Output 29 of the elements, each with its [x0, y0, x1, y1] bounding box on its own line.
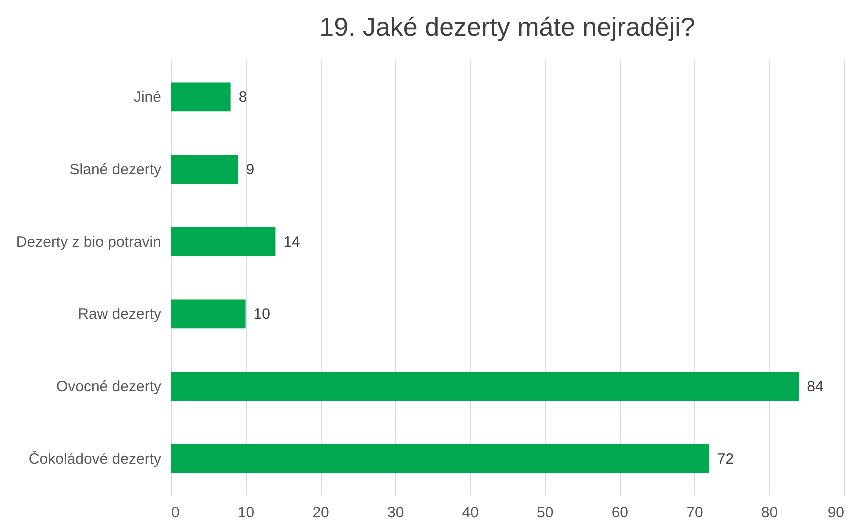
bar	[171, 155, 238, 184]
x-tick-label: 60	[612, 504, 629, 522]
data-label: 72	[717, 450, 734, 468]
x-tick-label: 0	[172, 504, 180, 522]
y-tick-label: Čokoládové dezerty	[28, 450, 162, 468]
data-label: 14	[284, 234, 300, 251]
data-label: 8	[238, 89, 248, 106]
x-tick-label: 40	[462, 504, 479, 522]
bar	[171, 444, 710, 474]
x-tick-label: 70	[686, 504, 704, 522]
y-tick-label: Dezerty z bio potravin	[16, 234, 162, 251]
x-tick-label: 50	[537, 504, 554, 522]
x-tick-label: 10	[238, 504, 255, 522]
bar	[171, 82, 231, 112]
y-tick-label: Slané dezerty	[70, 162, 162, 178]
bar	[171, 300, 246, 329]
y-tick-label: Raw dezerty	[78, 306, 162, 324]
x-tick-label: 80	[761, 504, 778, 522]
x-tick-label: 90	[828, 504, 844, 522]
data-label: 9	[246, 162, 255, 178]
x-tick-label: 20	[312, 504, 330, 522]
bar	[171, 372, 800, 401]
data-label: 10	[254, 306, 270, 324]
data-label: 84	[807, 378, 824, 396]
y-tick-label: Ovocné dezerty	[56, 378, 162, 396]
chart-title: 19. Jaké dezerty máte nejraději?	[320, 12, 696, 42]
bar	[171, 227, 276, 256]
x-tick-label: 30	[387, 504, 404, 522]
y-tick-label: Jiné	[134, 89, 162, 106]
